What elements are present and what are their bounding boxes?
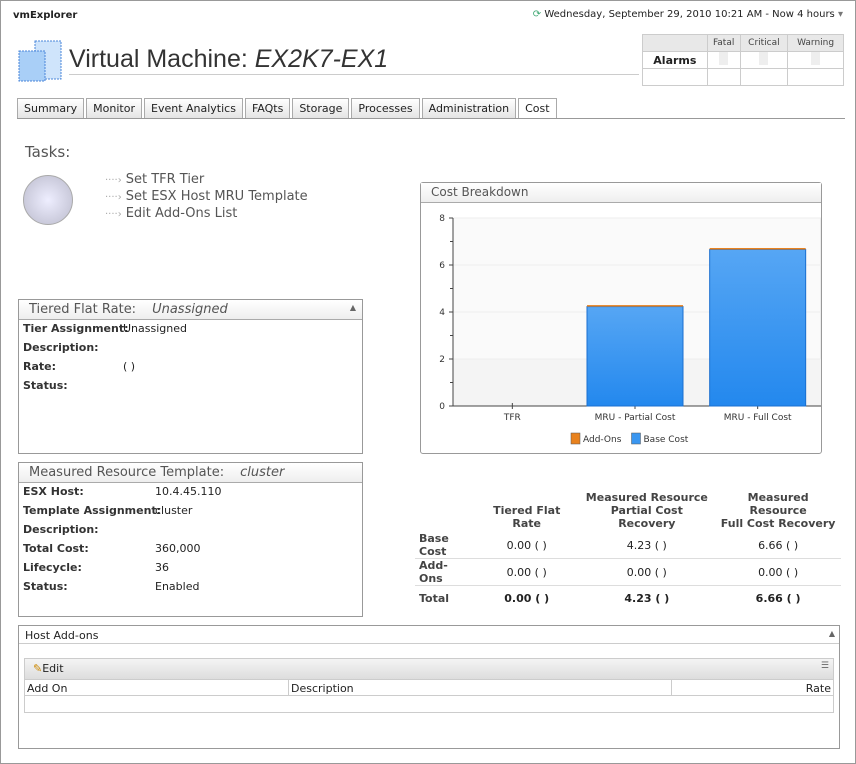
field-label: Status:	[23, 580, 68, 593]
cost-table-row: Total 0.00 ( ) 4.23 ( ) 6.66 ( )	[415, 586, 841, 612]
cost-breakdown-chart: 0 2 4 6 8 TFR MRU - Partial Cost MRU - Full Cos…	[439, 214, 822, 445]
divider	[69, 74, 639, 75]
cost-value: 0.00 ( )	[504, 592, 550, 606]
legend-swatch	[570, 432, 581, 445]
task-set-tfr-tier[interactable]: ····› Set TFR Tier	[105, 172, 205, 187]
chevron-down-icon: ▾	[837, 9, 843, 20]
field-value: Enabled	[155, 580, 200, 593]
cost-table-row: Base Cost 0.00 ( ) 4.23 ( ) 6.66 ( )	[415, 532, 841, 559]
field-row: Status:	[19, 379, 362, 398]
field-row: Total Cost: 360,000	[19, 542, 362, 561]
bar-base-cost	[709, 248, 807, 407]
field-row: Status: Enabled	[19, 580, 362, 599]
field-value: Unassigned	[123, 322, 187, 335]
tasks-icon	[23, 175, 73, 225]
virtual-machine-icon	[18, 40, 62, 82]
field-label: ESX Host:	[23, 485, 84, 498]
x-tick-label: TFR	[503, 413, 521, 423]
y-tick-label: 2	[439, 355, 445, 365]
page-title: Virtual Machine: EX2K7-EX1	[69, 45, 389, 73]
column-header-rate[interactable]: Rate	[805, 682, 831, 695]
y-tick-label: 0	[439, 402, 445, 412]
field-label: Status:	[23, 379, 68, 392]
field-label: Description:	[23, 341, 99, 354]
tab-cost[interactable]: Cost	[518, 98, 557, 119]
field-value: ( )	[123, 360, 136, 373]
collapse-icon[interactable]: ▲	[349, 303, 356, 312]
edit-button[interactable]: ✎Edit	[33, 662, 64, 675]
cost-value: 4.23 ( )	[624, 592, 670, 606]
column-header-description[interactable]: Description	[289, 680, 672, 695]
cost-table-header: Measured Resource Full Cost Recovery	[720, 491, 836, 530]
tab-bar: Summary Monitor Event Analytics FAQts Storag…	[17, 98, 557, 119]
field-label: Template Assignment:	[23, 504, 162, 517]
y-tick-label: 4	[439, 308, 445, 318]
tab-faqts[interactable]: FAQts	[244, 98, 291, 118]
field-row: Template Assignment: cluster	[19, 504, 362, 523]
cost-breakdown-chart-panel: Cost Breakdown 0 2 4 6 8 TFR MRU - Partial Cos…	[420, 182, 822, 454]
field-label: Rate:	[23, 360, 57, 373]
chart-title: Cost Breakdown	[431, 185, 529, 199]
cost-table: Tiered Flat Rate Measured Resource Partia…	[415, 489, 841, 612]
field-row: Tier Assignment: Unassigned	[19, 322, 362, 341]
cost-value: 0.00 ( )	[475, 532, 579, 559]
task-edit-addons[interactable]: ····› Edit Add-Ons List	[105, 206, 238, 221]
cost-value: 4.23 ( )	[578, 532, 716, 559]
field-label: Tier Assignment:	[23, 322, 129, 335]
field-value: 36	[155, 561, 169, 574]
bar-add-ons	[709, 247, 806, 250]
measured-resource-template-panel: Measured Resource Template: cluster ESX H…	[18, 462, 363, 617]
field-row: Description:	[19, 341, 362, 360]
field-label: Total Cost:	[23, 542, 89, 555]
collapse-icon[interactable]: ▲	[828, 629, 835, 638]
field-label: Description:	[23, 523, 99, 536]
refresh-icon: ⟳	[532, 9, 542, 20]
cost-value: 0.00 ( )	[715, 558, 841, 586]
tab-storage[interactable]: Storage	[292, 98, 350, 118]
host-addons-panel: Host Add-ons ▲ ✎Edit ☰ Add On Description …	[18, 625, 840, 749]
alarms-summary: Fatal Critical Warning Alarms	[642, 34, 844, 86]
cost-value: 6.66 ( )	[715, 532, 841, 559]
edit-icon: ✎	[33, 662, 43, 675]
divider	[17, 118, 845, 119]
x-tick-label: MRU - Full Cost	[724, 413, 792, 423]
field-row: Lifecycle: 36	[19, 561, 362, 580]
tab-processes[interactable]: Processes	[351, 98, 420, 118]
field-value: 360,000	[155, 542, 201, 555]
field-row: ESX Host: 10.4.45.110	[19, 485, 362, 504]
panel-title: Host Add-ons	[25, 629, 99, 642]
bar-add-ons	[587, 305, 683, 307]
app-name: vmExplorer	[13, 10, 78, 21]
column-header-add-on[interactable]: Add On	[25, 680, 289, 695]
cost-value: 6.66 ( )	[755, 592, 801, 606]
field-label: Lifecycle:	[23, 561, 82, 574]
time-range-selector[interactable]: ⟳ Wednesday, September 29, 2010 10:21 AM…	[532, 9, 843, 20]
legend-label: Base Cost	[644, 435, 689, 445]
field-value: cluster	[155, 504, 193, 517]
field-row: Rate: ( )	[19, 360, 362, 379]
tasks-heading: Tasks:	[25, 143, 71, 161]
y-tick-label: 6	[439, 261, 445, 271]
tab-monitor[interactable]: Monitor	[86, 98, 142, 118]
tab-summary[interactable]: Summary	[17, 98, 85, 118]
tab-administration[interactable]: Administration	[421, 98, 517, 118]
legend-label: Add-Ons	[583, 435, 622, 445]
cost-value: 0.00 ( )	[475, 558, 579, 586]
y-tick-label: 8	[439, 214, 445, 224]
cost-table-header: Tiered Flat Rate	[493, 504, 561, 530]
legend-swatch	[631, 432, 641, 445]
x-tick-label: MRU - Partial Cost	[595, 413, 676, 423]
task-set-mru-template[interactable]: ····› Set ESX Host MRU Template	[105, 189, 308, 204]
task-list: ····› Set TFR Tier ····› Set ESX Host MRU …	[105, 172, 308, 223]
cost-table-row: Add-Ons 0.00 ( ) 0.00 ( ) 0.00 ( )	[415, 558, 841, 586]
bar-base-cost	[586, 306, 684, 407]
cost-table-header	[415, 489, 475, 532]
cost-value: 0.00 ( )	[578, 558, 716, 586]
cost-table-header: Measured Resource Partial Cost Recovery	[585, 491, 708, 530]
options-icon[interactable]: ☰	[820, 661, 829, 671]
tab-event-analytics[interactable]: Event Analytics	[144, 98, 243, 118]
field-value: 10.4.45.110	[155, 485, 222, 498]
field-row: Description:	[19, 523, 362, 542]
tiered-flat-rate-panel: Tiered Flat Rate: Unassigned ▲ Tier Assign…	[18, 299, 363, 454]
